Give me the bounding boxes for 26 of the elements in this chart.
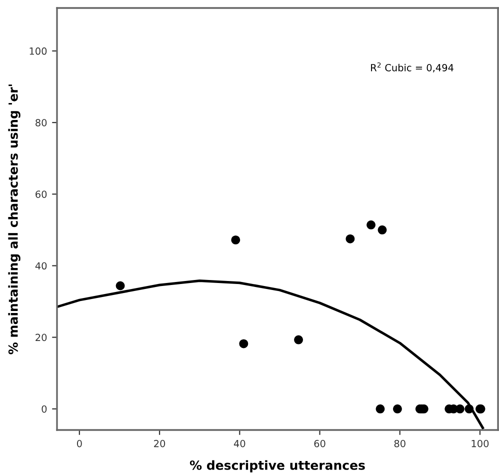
point — [346, 234, 355, 244]
point — [231, 235, 240, 244]
y-tick-label: 40 — [35, 262, 47, 270]
y-tick-label: 0 — [42, 405, 47, 413]
x-tick-label: 60 — [314, 440, 326, 448]
point — [294, 335, 304, 344]
point — [116, 281, 125, 290]
y-tick-label: 100 — [30, 47, 47, 55]
x-tick-label: 40 — [234, 440, 246, 448]
y-tick-label: 60 — [36, 190, 47, 198]
point — [376, 404, 385, 414]
x-tick-label: 20 — [154, 440, 166, 448]
y-tick-label: 20 — [36, 334, 47, 342]
x-tick-label: 100 — [472, 440, 489, 448]
point — [378, 225, 387, 234]
point — [239, 339, 248, 348]
x-tick-label: 0 — [76, 440, 82, 448]
line-series — [57, 279, 484, 430]
point — [392, 404, 402, 414]
x-tick-label: 80 — [394, 440, 406, 448]
annotation: R$^{2}$ Cubic = 0,494 — [371, 62, 454, 72]
x-axis-title: % descriptive utterances — [190, 460, 365, 472]
y-axis-title: % maintaining all characters using 'er' — [8, 84, 20, 354]
point — [464, 404, 474, 414]
y-tick-label: 80 — [36, 119, 47, 126]
point — [366, 220, 376, 230]
